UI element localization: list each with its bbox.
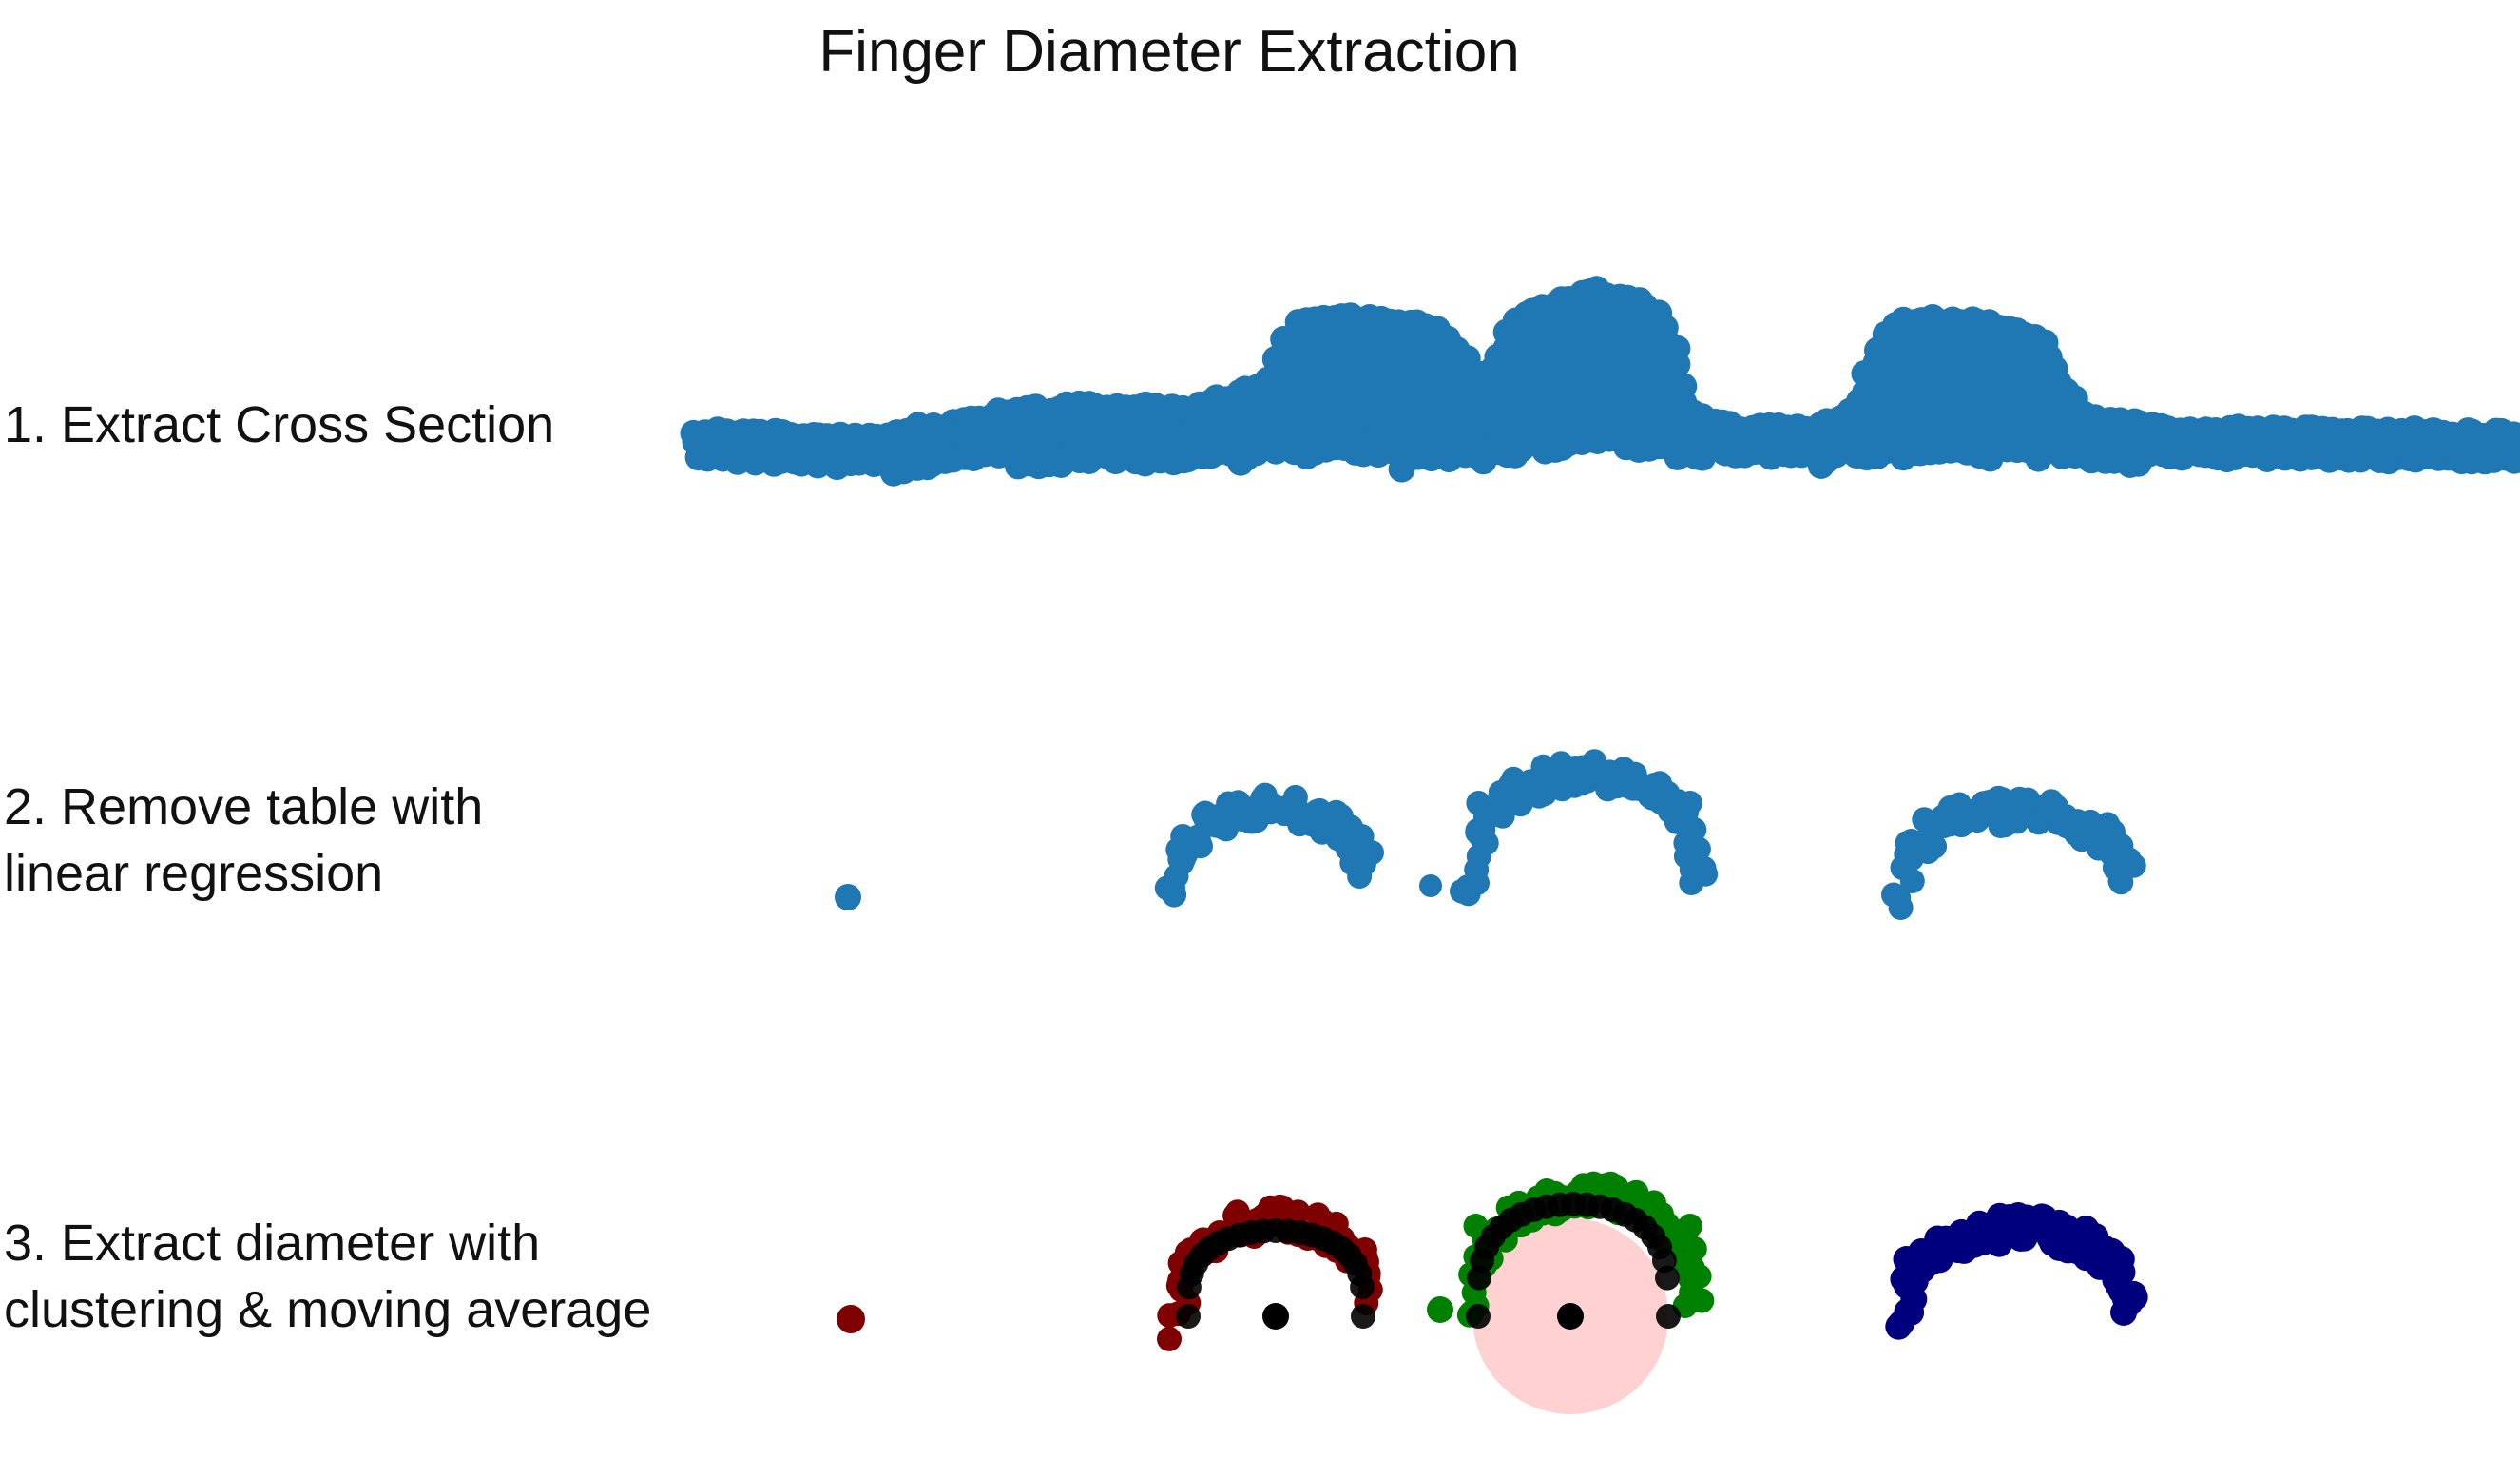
moving-average-point <box>1351 1304 1375 1329</box>
cluster-center-point <box>1557 1303 1584 1330</box>
table-removed-point <box>1347 864 1373 889</box>
table-removed-point <box>1679 871 1704 895</box>
step-3-label-line: clustering & moving average <box>4 1281 652 1338</box>
table-removed-point <box>1899 869 1925 893</box>
step-2-label-line: linear regression <box>4 845 384 902</box>
table-removed-point <box>1419 874 1442 897</box>
moving-average-point <box>1176 1304 1201 1329</box>
table-removed-panel <box>835 749 2146 920</box>
moving-average-point <box>1655 1265 1680 1291</box>
moving-average-point <box>1350 1274 1375 1300</box>
cross-section-point <box>2501 447 2520 474</box>
moving-average-point <box>1656 1304 1681 1329</box>
table-removed-point <box>2107 869 2133 893</box>
table-removed-point <box>1922 833 1948 859</box>
cluster-3-point <box>1897 1299 1925 1326</box>
table-removed-point <box>1240 809 1265 834</box>
step-3-label-line: 3. Extract diameter with <box>4 1215 541 1272</box>
cluster-3-point <box>2053 1214 2080 1241</box>
cluster-1-point <box>1224 1199 1250 1225</box>
table-removed-point <box>1164 864 1189 889</box>
step-2-label: 2. Remove table with linear regression <box>4 774 483 907</box>
cluster-1-point <box>837 1305 865 1333</box>
cluster-center-point <box>1262 1303 1289 1330</box>
table-removed-point <box>1162 882 1187 908</box>
figure-title: Finger Diameter Extraction <box>818 19 1520 85</box>
table-removed-point <box>1886 885 1912 910</box>
cross-section-panel <box>680 276 2520 487</box>
cluster-2-point <box>1599 1175 1625 1200</box>
cluster-3-point <box>2110 1299 2137 1326</box>
step-1-label: 1. Extract Cross Section <box>4 392 554 458</box>
step-1-label-line: 1. Extract Cross Section <box>4 396 555 453</box>
step-2-label-line: 2. Remove table with <box>4 778 484 835</box>
table-removed-point <box>1465 871 1490 895</box>
table-removed-point <box>835 884 861 910</box>
step-3-label: 3. Extract diameter with clustering & mo… <box>4 1210 651 1343</box>
clustered-panel <box>837 1171 2148 1414</box>
moving-average-point <box>1466 1304 1491 1329</box>
cluster-2-point <box>1427 1296 1453 1323</box>
cluster-1-point <box>1285 1199 1311 1225</box>
cluster-1-point <box>1157 1326 1182 1351</box>
